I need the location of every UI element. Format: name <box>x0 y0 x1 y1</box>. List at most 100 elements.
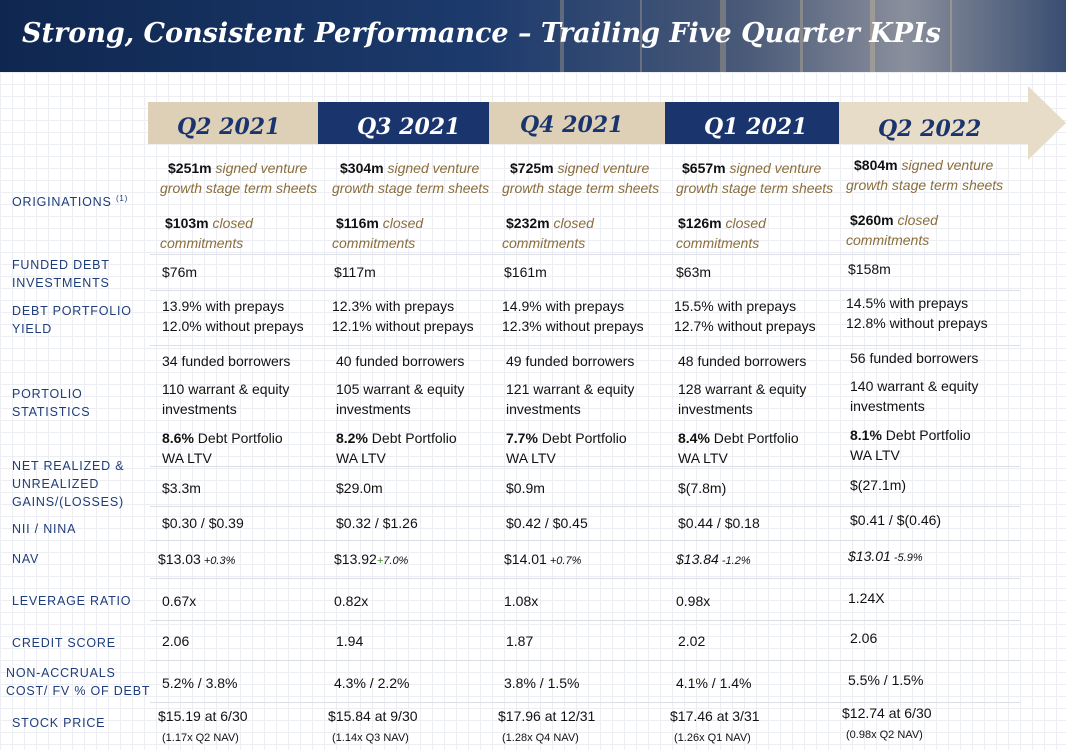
credit-score-value: 1.94 <box>336 633 364 649</box>
yield-without-prepays: 12.7% without prepays <box>674 318 816 334</box>
originations-closed: $116m closed <box>336 215 424 231</box>
row-label-stats: PORTOLIO STATISTICS <box>12 387 91 419</box>
debt-portfolio-ltv: 8.2% Debt Portfolio <box>336 430 457 446</box>
yield-without-prepays: 12.0% without prepays <box>162 318 304 334</box>
originations-closed-note: commitments <box>332 235 416 251</box>
originations-signed-note: growth stage term sheets <box>160 180 318 196</box>
leverage-value: 0.98x <box>676 593 711 609</box>
originations-signed: $804m signed venture <box>854 157 994 173</box>
gains-value: $3.3m <box>162 480 201 496</box>
yield-with-prepays: 13.9% with prepays <box>162 298 285 314</box>
stock-price-value: $15.19 at 6/30 <box>158 708 248 724</box>
nav-value: $13.84 -1.2% <box>676 551 751 567</box>
row-label-nav: NAV <box>12 552 40 566</box>
debt-portfolio-ltv: 7.7% Debt Portfolio <box>506 430 627 446</box>
funded-debt-value: $63m <box>676 264 712 280</box>
nii-nina-value: $0.41 / $(0.46) <box>850 512 942 528</box>
stock-price-value: $12.74 at 6/30 <box>842 705 932 721</box>
originations-closed-note: commitments <box>676 235 760 251</box>
nii-nina-value: $0.44 / $0.18 <box>678 515 760 531</box>
row-label-nii: NII / NINA <box>12 522 77 536</box>
stock-price-value: $17.96 at 12/31 <box>498 708 596 724</box>
stock-nav-multiple: (1.14x Q3 NAV) <box>332 732 409 744</box>
funded-debt-value: $117m <box>334 264 376 280</box>
row-label-funded-debt: FUNDED DEBT INVESTMENTS <box>12 258 110 290</box>
nonaccruals-value: 5.2% / 3.8% <box>162 675 238 691</box>
yield-with-prepays: 14.9% with prepays <box>502 298 625 314</box>
debt-portfolio-ltv: 8.6% Debt Portfolio <box>162 430 283 446</box>
yield-without-prepays: 12.8% without prepays <box>846 315 988 331</box>
ltv-note: WA LTV <box>678 450 728 466</box>
nii-nina-value: $0.30 / $0.39 <box>162 515 244 531</box>
title-banner: Strong, Consistent Performance – Trailin… <box>0 0 1066 72</box>
ltv-note: WA LTV <box>162 450 212 466</box>
nii-nina-value: $0.32 / $1.26 <box>336 515 418 531</box>
warrant-equity-note: investments <box>506 401 581 417</box>
originations-closed: $126m closed <box>678 215 766 231</box>
stock-nav-multiple: (0.98x Q2 NAV) <box>846 729 923 741</box>
stock-nav-multiple: (1.28x Q4 NAV) <box>502 732 579 744</box>
yield-without-prepays: 12.1% without prepays <box>332 318 474 334</box>
gains-value: $29.0m <box>336 480 383 496</box>
quarter-header: Q3 2021 <box>357 114 461 140</box>
quarter-header: Q4 2021 <box>520 112 624 138</box>
nii-nina-value: $0.42 / $0.45 <box>506 515 588 531</box>
leverage-value: 0.67x <box>162 593 197 609</box>
warrant-equity-note: investments <box>678 401 753 417</box>
credit-score-value: 1.87 <box>506 633 534 649</box>
warrant-equity: 140 warrant & equity <box>850 378 979 394</box>
debt-portfolio-ltv: 8.4% Debt Portfolio <box>678 430 799 446</box>
credit-score-value: 2.06 <box>850 630 878 646</box>
nonaccruals-value: 4.1% / 1.4% <box>676 675 752 691</box>
yield-with-prepays: 14.5% with prepays <box>846 295 969 311</box>
stock-price-value: $17.46 at 3/31 <box>670 708 760 724</box>
warrant-equity-note: investments <box>336 401 411 417</box>
nav-value: $13.01 -5.9% <box>848 548 923 564</box>
nonaccruals-value: 5.5% / 1.5% <box>848 672 924 688</box>
grid-background <box>0 72 1066 750</box>
page-title: Strong, Consistent Performance – Trailin… <box>22 18 941 49</box>
gains-value: $(27.1m) <box>850 477 907 493</box>
originations-signed: $304m signed venture <box>340 160 480 176</box>
debt-portfolio-ltv: 8.1% Debt Portfolio <box>850 427 971 443</box>
quarter-header: Q2 2021 <box>177 114 281 140</box>
row-label-originations: ORIGINATIONS (1) <box>12 194 129 210</box>
credit-score-value: 2.02 <box>678 633 706 649</box>
originations-closed-note: commitments <box>846 232 930 248</box>
row-label-credit: CREDIT SCORE <box>12 636 116 650</box>
funded-borrowers: 49 funded borrowers <box>506 353 635 369</box>
nonaccruals-value: 4.3% / 2.2% <box>334 675 410 691</box>
row-label-stock: STOCK PRICE <box>12 716 106 730</box>
funded-debt-value: $158m <box>848 261 891 277</box>
quarter-header: Q2 2022 <box>878 116 982 142</box>
funded-borrowers: 34 funded borrowers <box>162 353 291 369</box>
row-label-yield: DEBT PORTFOLIO YIELD <box>12 304 132 336</box>
ltv-note: WA LTV <box>336 450 386 466</box>
warrant-equity-note: investments <box>850 398 925 414</box>
funded-borrowers: 56 funded borrowers <box>850 350 979 366</box>
originations-closed-note: commitments <box>160 235 244 251</box>
originations-closed-note: commitments <box>502 235 586 251</box>
nav-value: $13.92+7.0% <box>334 551 409 567</box>
warrant-equity-note: investments <box>162 401 237 417</box>
row-label-leverage: LEVERAGE RATIO <box>12 594 132 608</box>
funded-borrowers: 40 funded borrowers <box>336 353 465 369</box>
originations-signed: $725m signed venture <box>510 160 650 176</box>
quarter-header: Q1 2021 <box>704 114 808 140</box>
originations-signed-note: growth stage term sheets <box>332 180 490 196</box>
funded-borrowers: 48 funded borrowers <box>678 353 807 369</box>
nav-value: $14.01 +0.7% <box>504 551 582 567</box>
row-label-nonaccruals: NON-ACCRUALS COST/ FV % OF DEBT <box>6 666 151 698</box>
gains-value: $0.9m <box>506 480 545 496</box>
ltv-note: WA LTV <box>850 447 900 463</box>
ltv-note: WA LTV <box>506 450 556 466</box>
gains-value: $(7.8m) <box>678 480 727 496</box>
funded-debt-value: $76m <box>162 264 198 280</box>
stock-nav-multiple: (1.17x Q2 NAV) <box>162 732 239 744</box>
originations-signed-note: growth stage term sheets <box>846 177 1004 193</box>
funded-debt-value: $161m <box>504 264 547 280</box>
leverage-value: 0.82x <box>334 593 369 609</box>
yield-with-prepays: 12.3% with prepays <box>332 298 455 314</box>
warrant-equity: 121 warrant & equity <box>506 381 635 397</box>
yield-with-prepays: 15.5% with prepays <box>674 298 797 314</box>
